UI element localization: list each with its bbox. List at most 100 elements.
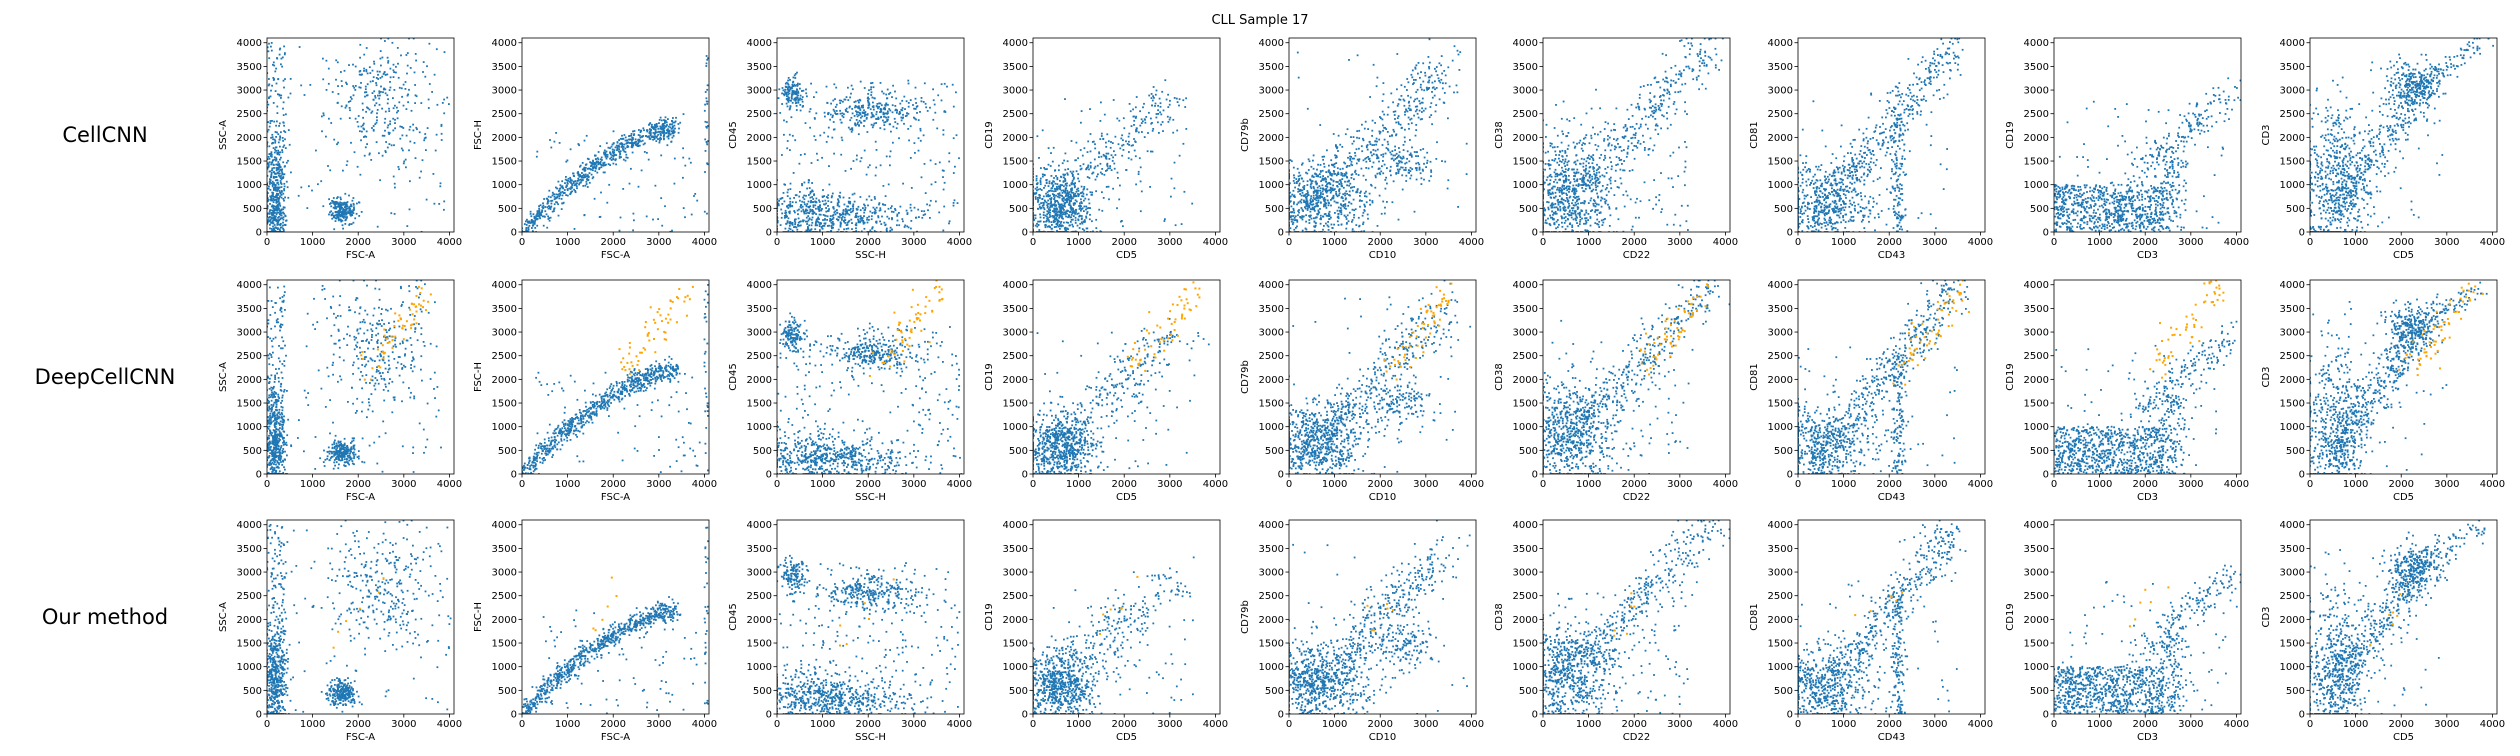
data-point xyxy=(1054,205,1057,207)
y-tick-label: 500 xyxy=(498,204,517,215)
data-point xyxy=(359,56,361,59)
data-point xyxy=(1357,231,1360,232)
data-point xyxy=(830,201,833,203)
data-point xyxy=(334,214,337,217)
data-point xyxy=(538,205,540,207)
data-point xyxy=(673,121,676,124)
data-point xyxy=(1045,224,1047,227)
data-point xyxy=(851,112,854,115)
data-point xyxy=(837,203,839,206)
data-point xyxy=(886,230,888,232)
data-point xyxy=(431,91,433,93)
data-point xyxy=(1325,214,1328,217)
data-point xyxy=(846,223,849,226)
data-point xyxy=(1067,221,1069,224)
data-point xyxy=(1044,226,1047,229)
data-point xyxy=(345,213,348,216)
data-point xyxy=(624,136,627,139)
data-point xyxy=(1150,150,1152,153)
data-point xyxy=(794,73,797,75)
data-point xyxy=(283,144,286,147)
data-point xyxy=(910,187,913,189)
data-point xyxy=(1351,228,1354,231)
data-point xyxy=(1305,228,1308,231)
data-point xyxy=(1416,97,1419,100)
data-point xyxy=(705,141,708,144)
data-point xyxy=(832,121,835,123)
data-point xyxy=(1408,100,1410,103)
data-point xyxy=(1313,231,1315,232)
data-point xyxy=(637,139,640,142)
data-point xyxy=(603,149,606,152)
data-point xyxy=(369,80,372,83)
data-point xyxy=(426,127,429,129)
data-point xyxy=(275,146,278,149)
data-point xyxy=(1091,191,1094,194)
data-point xyxy=(1059,208,1062,211)
data-point xyxy=(276,153,279,156)
data-point xyxy=(402,162,405,165)
data-point xyxy=(387,38,390,40)
data-point xyxy=(400,54,402,57)
data-point xyxy=(1338,209,1341,212)
data-point xyxy=(1164,79,1167,82)
data-point xyxy=(889,123,891,126)
data-point xyxy=(704,91,707,93)
plot-frame xyxy=(521,37,710,233)
data-point xyxy=(662,131,665,134)
data-point xyxy=(1053,211,1056,214)
data-point xyxy=(877,216,880,219)
data-point xyxy=(915,118,917,121)
data-point xyxy=(1033,195,1034,198)
data-point xyxy=(277,164,279,167)
data-point xyxy=(902,182,904,185)
data-point xyxy=(379,179,381,182)
data-point xyxy=(870,215,873,218)
data-point xyxy=(278,219,280,221)
data-point xyxy=(1359,199,1361,202)
data-point xyxy=(806,203,809,205)
data-point xyxy=(652,132,655,134)
data-point xyxy=(801,90,803,92)
data-point xyxy=(830,196,833,199)
data-point xyxy=(557,214,560,217)
data-point xyxy=(612,152,615,155)
data-point xyxy=(861,112,864,114)
data-point xyxy=(1444,82,1447,85)
data-point xyxy=(859,196,862,198)
data-point xyxy=(585,175,588,178)
data-point xyxy=(789,188,792,190)
data-point xyxy=(373,62,376,65)
data-point xyxy=(814,139,817,141)
data-point xyxy=(271,120,273,122)
data-point xyxy=(267,158,269,160)
data-point xyxy=(814,222,817,225)
data-point xyxy=(875,166,878,169)
data-point xyxy=(360,125,363,128)
data-point xyxy=(420,170,422,173)
data-point xyxy=(823,225,826,227)
data-point xyxy=(401,126,403,128)
data-point xyxy=(348,117,351,119)
data-point xyxy=(864,207,867,209)
data-point xyxy=(349,100,352,102)
scatter-panel: 0 1000 2000 3000 400005001000150020002500300… xyxy=(1240,37,1484,261)
data-point xyxy=(392,97,394,99)
data-point xyxy=(271,161,274,164)
data-point xyxy=(540,213,542,215)
data-point xyxy=(1074,199,1077,202)
data-point xyxy=(780,208,783,211)
data-point xyxy=(829,217,832,220)
data-point xyxy=(1087,166,1089,168)
data-point xyxy=(1295,231,1298,232)
data-point xyxy=(645,215,648,218)
data-point xyxy=(1082,188,1085,191)
data-point xyxy=(549,208,552,210)
data-point xyxy=(587,158,590,161)
data-point xyxy=(667,118,669,120)
data-point xyxy=(1313,208,1315,211)
data-point xyxy=(777,179,778,181)
data-point xyxy=(604,155,607,158)
data-point xyxy=(920,176,923,179)
data-point xyxy=(276,57,278,59)
